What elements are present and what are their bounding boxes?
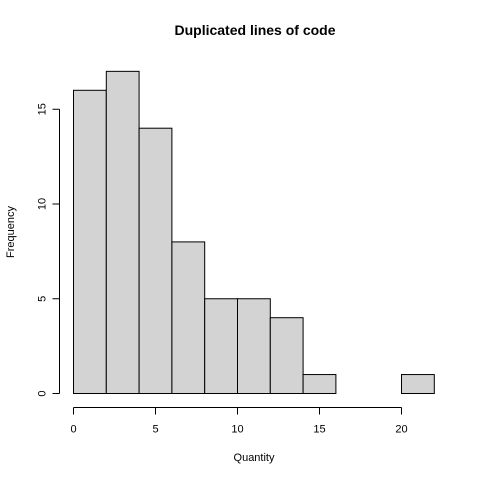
histogram-bar-1 — [105, 70, 140, 394]
y-tick-label-1: 5 — [36, 296, 48, 302]
chart-title: Duplicated lines of code — [174, 22, 335, 38]
x-axis: 0 5 10 15 20 — [70, 407, 408, 436]
y-axis: 0 5 10 15 — [36, 103, 60, 397]
histogram-bar-10 — [401, 374, 435, 394]
bars-group — [73, 70, 435, 395]
y-axis-label: Frequency — [5, 206, 17, 258]
histogram-bar-7 — [302, 374, 337, 394]
y-tick-label-3: 15 — [36, 103, 48, 115]
x-tick-label-4: 20 — [395, 424, 407, 436]
histogram-bar-6 — [269, 317, 304, 395]
histogram-bar-4 — [204, 298, 238, 394]
histogram-bar-5 — [237, 298, 271, 394]
histogram-bar-3 — [171, 241, 206, 394]
x-tick-label-0: 0 — [70, 424, 76, 436]
x-tick-label-1: 5 — [152, 424, 158, 436]
histogram-bar-0 — [73, 89, 107, 395]
x-axis-label: Quantity — [234, 452, 275, 464]
histogram-bar-2 — [138, 127, 173, 394]
x-tick-label-2: 10 — [231, 424, 243, 436]
y-tick-label-0: 0 — [36, 390, 48, 396]
y-tick-label-2: 10 — [36, 198, 48, 210]
x-tick-label-3: 15 — [313, 424, 325, 436]
